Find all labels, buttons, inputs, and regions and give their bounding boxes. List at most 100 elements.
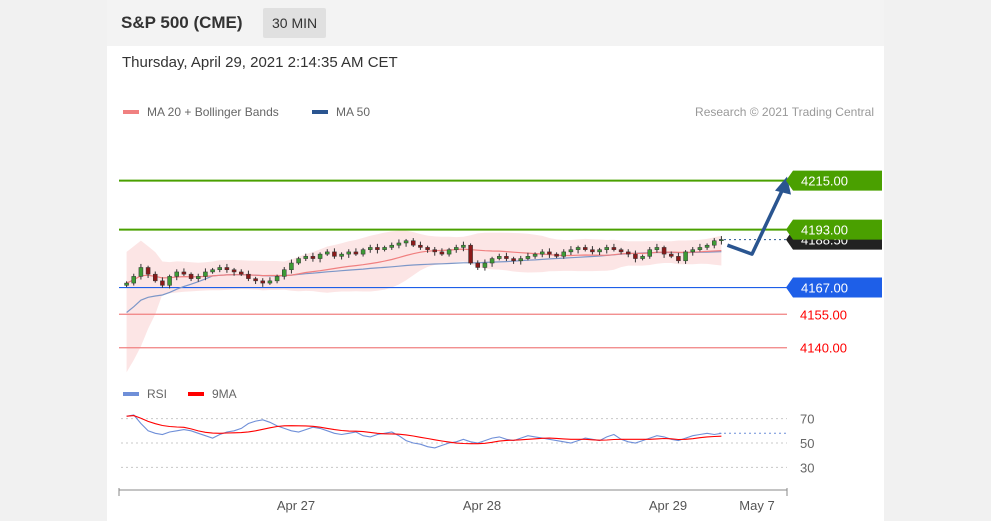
candle-body bbox=[590, 249, 595, 253]
candle-body bbox=[626, 251, 631, 255]
candle-body bbox=[418, 244, 423, 248]
candle-body bbox=[260, 280, 265, 284]
candle-body bbox=[274, 276, 280, 282]
level-label-4167.00: 4167.00 bbox=[801, 281, 848, 296]
candle-body bbox=[174, 271, 179, 277]
chart-card: S&P 500 (CME) 30 MIN Thursday, April 29,… bbox=[107, 0, 884, 521]
instrument-title: S&P 500 (CME) bbox=[121, 13, 243, 32]
candle-body bbox=[131, 276, 136, 284]
candle-body bbox=[669, 253, 674, 257]
candle-body bbox=[618, 249, 624, 253]
rsi-line bbox=[126, 414, 722, 449]
legend-rsi: RSI bbox=[123, 387, 167, 401]
candle-body bbox=[353, 251, 359, 255]
candle-body bbox=[224, 267, 230, 270]
level-label-4155.00: 4155.00 bbox=[800, 307, 847, 322]
candle-body bbox=[296, 258, 301, 264]
ma20-line bbox=[126, 248, 722, 284]
candle-body bbox=[532, 253, 538, 257]
candle-body bbox=[712, 240, 717, 246]
candle-body bbox=[310, 256, 316, 259]
bollinger-band bbox=[126, 230, 722, 373]
candle-body bbox=[697, 247, 703, 250]
candle-body bbox=[325, 251, 330, 255]
candle-body bbox=[504, 256, 509, 259]
candle-body bbox=[346, 251, 351, 255]
candle-body bbox=[676, 256, 681, 262]
candle-body bbox=[654, 247, 660, 250]
candle-body bbox=[389, 244, 394, 248]
candle-body bbox=[540, 251, 545, 255]
legend-ma50-swatch bbox=[312, 110, 328, 114]
candle-body bbox=[554, 253, 559, 257]
timestamp: Thursday, April 29, 2021 2:14:35 AM CET bbox=[122, 54, 398, 71]
candle-body bbox=[575, 247, 581, 250]
candle-body bbox=[454, 247, 459, 250]
candle-body bbox=[360, 249, 366, 255]
level-tag-4215.00 bbox=[786, 170, 882, 191]
level-tag-4167.00 bbox=[786, 277, 882, 298]
candle-body bbox=[124, 282, 129, 286]
candle-body bbox=[246, 273, 251, 279]
candle-body bbox=[683, 251, 688, 262]
chart-svg: 4188.504215.004193.004167.004155.004140.… bbox=[118, 170, 882, 513]
forecast-arrow bbox=[726, 187, 785, 256]
x-tick-label: Apr 29 bbox=[649, 498, 687, 513]
candle-body bbox=[138, 267, 144, 277]
legend-rsi-label: RSI bbox=[147, 387, 168, 401]
candle-body bbox=[690, 249, 695, 253]
candle-body bbox=[145, 267, 151, 275]
legend-rsi-swatch bbox=[123, 392, 139, 396]
candle-body bbox=[525, 256, 531, 259]
candle-body bbox=[411, 240, 416, 246]
level-tag-4193.00 bbox=[786, 219, 882, 240]
candle-body bbox=[203, 271, 208, 277]
candle-body bbox=[396, 242, 402, 246]
candle-body bbox=[547, 251, 552, 255]
candle-body bbox=[332, 251, 337, 257]
candle-body bbox=[153, 273, 158, 282]
candle-body bbox=[196, 276, 201, 279]
candle-body bbox=[210, 269, 215, 273]
candle-body bbox=[403, 240, 409, 244]
candle-body bbox=[568, 249, 574, 253]
candle-body bbox=[239, 271, 244, 275]
legend-ma20-swatch bbox=[123, 110, 139, 114]
rsi-tick-70: 70 bbox=[800, 412, 814, 427]
candle-body bbox=[375, 247, 380, 250]
candle-body bbox=[704, 244, 710, 248]
legend-ma20: MA 20 + Bollinger Bands bbox=[123, 105, 279, 119]
chart-header: S&P 500 (CME) 30 MIN bbox=[107, 0, 884, 46]
candle-body bbox=[461, 244, 466, 248]
candle-body bbox=[468, 244, 473, 264]
candle-body bbox=[425, 247, 430, 250]
legend-9ma: 9MA bbox=[188, 387, 237, 401]
candle-body bbox=[188, 273, 194, 279]
candle-body bbox=[267, 280, 273, 284]
candle-body bbox=[497, 256, 502, 259]
candle-body bbox=[160, 280, 165, 286]
legend-ma20-label: MA 20 + Bollinger Bands bbox=[147, 105, 279, 119]
level-label-4140.00: 4140.00 bbox=[800, 341, 847, 356]
candle-body bbox=[339, 253, 344, 257]
interval-badge[interactable]: 30 MIN bbox=[263, 8, 327, 38]
x-tick-label: Apr 27 bbox=[277, 498, 315, 513]
legend-ma50-label: MA 50 bbox=[336, 105, 371, 119]
level-label-4215.00: 4215.00 bbox=[801, 174, 848, 189]
candle-body bbox=[583, 247, 588, 250]
candle-body bbox=[640, 256, 645, 259]
candle-body bbox=[167, 276, 172, 286]
candle-body bbox=[439, 251, 445, 255]
rsi-tick-30: 30 bbox=[800, 460, 814, 475]
candle-body bbox=[489, 258, 495, 264]
candle-body bbox=[282, 269, 287, 277]
candle-body bbox=[181, 271, 187, 275]
candle-body bbox=[317, 253, 323, 259]
candle-body bbox=[432, 249, 437, 253]
candle-body bbox=[611, 247, 617, 250]
candle-body bbox=[511, 258, 516, 262]
legend-ma50: MA 50 bbox=[312, 105, 370, 119]
rsi-tick-50: 50 bbox=[800, 436, 814, 451]
candle-body bbox=[446, 249, 452, 255]
candle-body bbox=[597, 249, 602, 253]
